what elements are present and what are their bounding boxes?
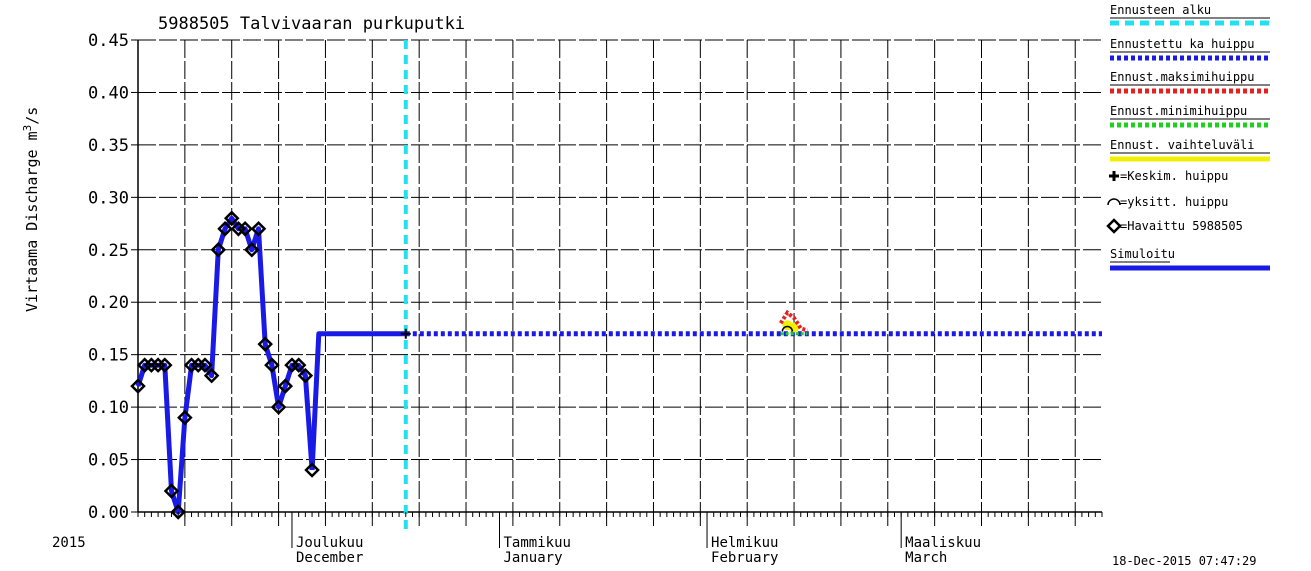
month-label-fi: Helmikuu [711, 535, 778, 551]
y-tick-label: 0.15 [88, 346, 129, 366]
y-axis-label-unit: /s [23, 107, 41, 125]
y-tick-label: 0.10 [88, 398, 129, 418]
legend-label: Simuloitu [1110, 247, 1175, 261]
y-axis-label: Virtaama Discharge m3/s [21, 107, 41, 312]
y-axis-label-superscript: 3 [21, 125, 34, 132]
month-label-fi: Tammikuu [504, 535, 571, 551]
y-tick-label: 0.40 [88, 83, 129, 103]
legend-label: =yksitt. huippu [1120, 195, 1228, 209]
legend-label: Ennusteen alku [1110, 3, 1211, 17]
month-label-en: March [905, 550, 947, 566]
month-label-fi: Maaliskuu [905, 535, 981, 551]
y-tick-label: 0.25 [88, 241, 129, 261]
legend-label: =Havaittu 5988505 [1120, 219, 1243, 233]
y-tick-label: 0.05 [88, 451, 129, 471]
y-tick-label: 0.35 [88, 136, 129, 156]
month-label-en: February [711, 550, 778, 566]
y-tick-label: 0.45 [88, 31, 129, 51]
chart-title: 5988505 Talvivaaran purkuputki [158, 14, 465, 34]
legend-label: =Keskim. huippu [1120, 169, 1228, 183]
y-axis-label-text: Virtaama Discharge m [23, 131, 41, 312]
legend-label: Ennust.maksimihuippu [1110, 70, 1255, 84]
year-label: 2015 [52, 535, 86, 551]
timestamp: 18-Dec-2015 07:47:29 [1112, 554, 1257, 568]
month-label-en: December [296, 550, 363, 566]
legend-label: Ennustettu ka huippu [1110, 37, 1255, 51]
y-tick-label: 0.20 [88, 293, 129, 313]
legend-label: Ennust. vaihteluväli [1110, 138, 1255, 152]
legend-label: Ennust.minimihuippu [1110, 104, 1247, 118]
y-tick-label: 0.30 [88, 188, 129, 208]
y-tick-label: 0.00 [88, 503, 129, 523]
month-label-en: January [504, 550, 563, 566]
month-label-fi: Joulukuu [296, 535, 363, 551]
